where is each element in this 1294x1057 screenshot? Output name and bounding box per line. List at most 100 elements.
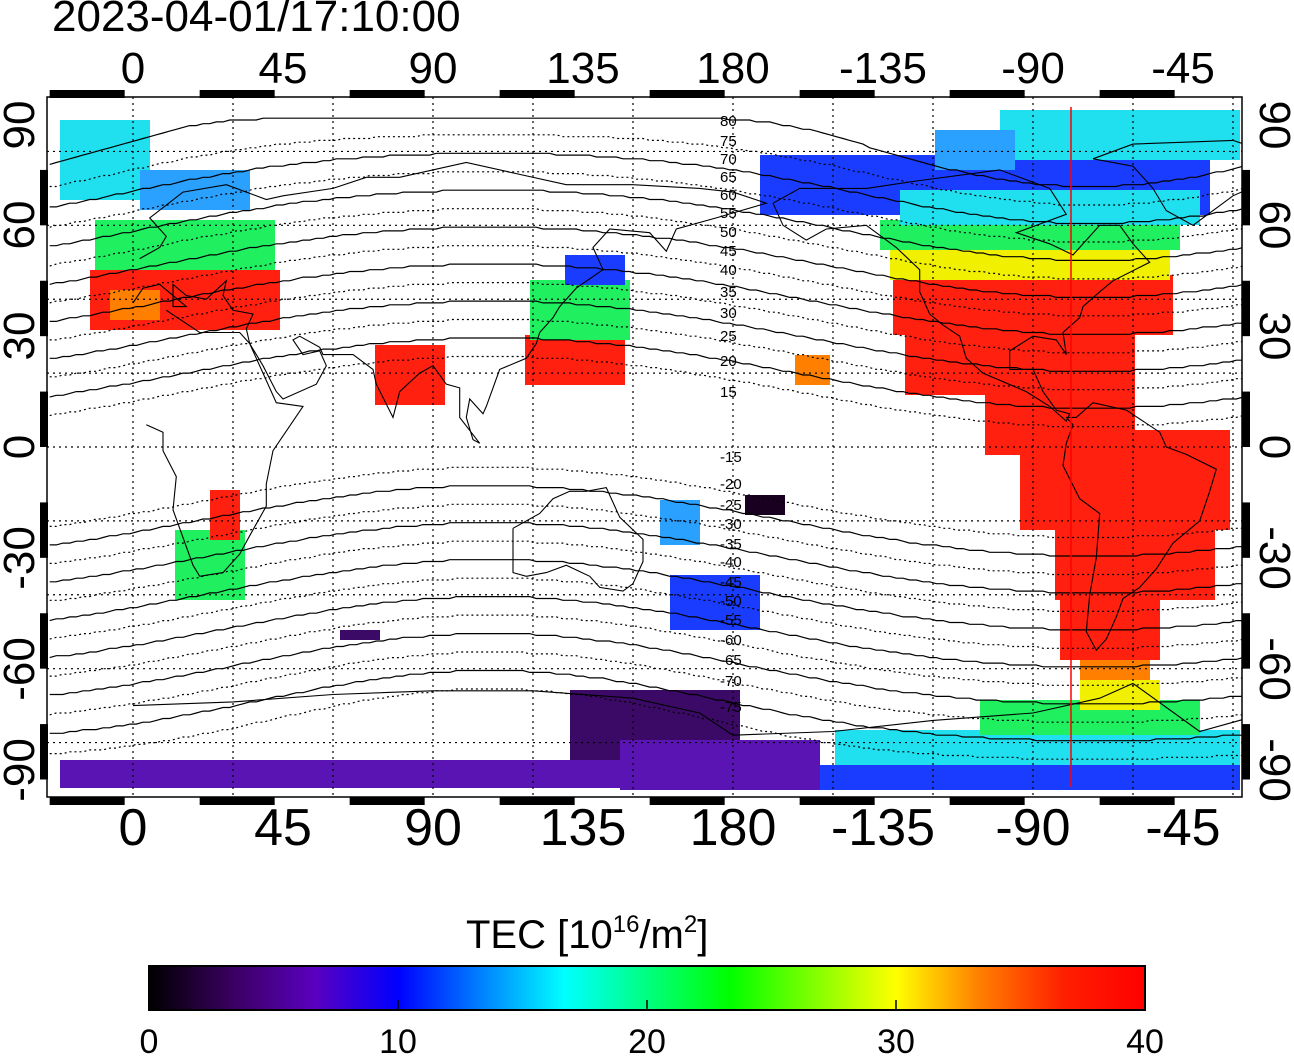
magnetic-contour bbox=[49, 596, 1242, 668]
contour-label: 80 bbox=[720, 113, 737, 130]
lat-label-left: -30 bbox=[0, 526, 44, 590]
frame-bar-right bbox=[1242, 169, 1250, 226]
frame-bar-top bbox=[49, 90, 125, 98]
contour-label: -60 bbox=[720, 632, 742, 649]
magnetic-contour bbox=[49, 633, 1242, 705]
tec-patch bbox=[375, 345, 445, 405]
contour-label: -35 bbox=[720, 536, 742, 553]
magnetic-contour bbox=[49, 577, 1242, 649]
frame-bar-right bbox=[1242, 724, 1250, 780]
magnetic-contour bbox=[49, 485, 1242, 557]
lon-label-bottom: 45 bbox=[254, 799, 312, 857]
magnetic-contour bbox=[49, 226, 1242, 298]
magnetic-contour bbox=[49, 189, 1242, 261]
tec-patch bbox=[835, 730, 1240, 770]
contour-label: 45 bbox=[720, 243, 737, 260]
frame-bar-left bbox=[40, 391, 48, 447]
frame-bar-top bbox=[949, 90, 1025, 98]
lon-label-top: 0 bbox=[121, 44, 145, 93]
lat-label-left: 0 bbox=[0, 435, 44, 459]
tec-patch bbox=[1000, 110, 1240, 160]
frame-bar-bottom bbox=[199, 797, 275, 805]
tec-patch bbox=[620, 740, 820, 790]
coastline bbox=[132, 682, 1242, 736]
magnetic-contour bbox=[49, 171, 1242, 243]
lon-label-bottom: 135 bbox=[540, 799, 627, 857]
lat-label-left: 60 bbox=[0, 201, 44, 250]
frame-bar-right bbox=[1242, 502, 1250, 558]
lon-label-bottom: -90 bbox=[995, 799, 1070, 857]
magnetic-contour bbox=[49, 522, 1242, 594]
colorbar-tick-label: 40 bbox=[1126, 1023, 1164, 1057]
map-frame-bars bbox=[40, 90, 1250, 805]
contour-label: 25 bbox=[720, 328, 737, 345]
tec-patch bbox=[900, 190, 1200, 225]
tec-patch bbox=[60, 120, 150, 200]
coastline bbox=[772, 169, 1151, 423]
frame-bar-right bbox=[1242, 391, 1250, 447]
lon-label-top: 90 bbox=[409, 44, 458, 93]
contour-label: -15 bbox=[720, 449, 742, 466]
colorbar-tick-label: 30 bbox=[877, 1023, 915, 1057]
lat-label-right: 60 bbox=[1250, 201, 1294, 250]
tec-patch bbox=[890, 245, 1170, 280]
coastline bbox=[512, 486, 644, 592]
tec-patch bbox=[340, 630, 380, 640]
contour-label: 15 bbox=[720, 384, 737, 401]
contour-label: 65 bbox=[720, 169, 737, 186]
contour-label: 30 bbox=[720, 305, 737, 322]
coastline bbox=[1092, 139, 1242, 226]
frame-bar-bottom bbox=[349, 797, 425, 805]
contour-label: 70 bbox=[720, 151, 737, 168]
tec-patch bbox=[795, 355, 830, 385]
contour-label: 75 bbox=[720, 133, 737, 150]
frame-bar-top bbox=[499, 90, 575, 98]
magnetic-contour bbox=[49, 117, 1242, 188]
magnetic-latitude-contours bbox=[49, 117, 1242, 760]
tec-patch bbox=[745, 495, 785, 515]
frame-bar-left bbox=[40, 169, 48, 226]
magnetic-contour bbox=[49, 669, 1242, 742]
graticule-grid bbox=[47, 97, 1242, 797]
coastline bbox=[132, 161, 769, 444]
contour-label: -40 bbox=[720, 554, 742, 571]
tec-patch bbox=[60, 760, 620, 788]
magnetic-contour bbox=[49, 614, 1242, 686]
tec-patch bbox=[525, 335, 625, 385]
tec-patch bbox=[530, 280, 630, 340]
lon-label-bottom: -135 bbox=[831, 799, 935, 857]
lon-label-top: 180 bbox=[696, 44, 769, 93]
magnetic-contour bbox=[49, 337, 1242, 409]
lat-label-left: 90 bbox=[0, 101, 44, 150]
colorbar-ticks: 0 10 20 30 40 bbox=[140, 1000, 1164, 1057]
magnetic-contour bbox=[49, 559, 1242, 631]
frame-bar-bottom bbox=[499, 797, 575, 805]
contour-label: 35 bbox=[720, 284, 737, 301]
contour-label: 50 bbox=[720, 224, 737, 241]
contour-label: -50 bbox=[720, 593, 742, 610]
lat-label-right: -30 bbox=[1250, 526, 1294, 590]
contour-label: -75 bbox=[720, 699, 742, 716]
frame-bar-bottom bbox=[1099, 797, 1175, 805]
lon-label-top: -135 bbox=[839, 44, 927, 93]
frame-bar-left bbox=[40, 724, 48, 780]
magnetic-contour bbox=[49, 134, 1242, 206]
frame-bar-left bbox=[40, 280, 48, 337]
magnetic-contour bbox=[49, 208, 1242, 280]
tec-patch bbox=[935, 130, 1015, 170]
lon-label-bottom: -45 bbox=[1145, 799, 1220, 857]
frame-bar-top bbox=[199, 90, 275, 98]
magnetic-contour bbox=[49, 263, 1242, 335]
frame-bar-bottom bbox=[49, 797, 125, 805]
magnetic-contour bbox=[49, 651, 1242, 723]
colorbar-tick-label: 20 bbox=[628, 1023, 666, 1057]
lat-label-right: -90 bbox=[1250, 738, 1294, 802]
frame-bar-top bbox=[1099, 90, 1175, 98]
colorbar-tick-label: 10 bbox=[379, 1023, 417, 1057]
lat-label-right: 30 bbox=[1250, 312, 1294, 361]
frame-bar-right bbox=[1242, 280, 1250, 337]
magnetic-contour bbox=[49, 300, 1242, 372]
tec-patch bbox=[95, 220, 275, 270]
